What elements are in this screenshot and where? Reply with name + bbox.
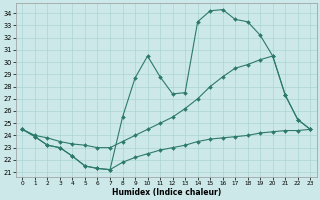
X-axis label: Humidex (Indice chaleur): Humidex (Indice chaleur) [112, 188, 221, 197]
